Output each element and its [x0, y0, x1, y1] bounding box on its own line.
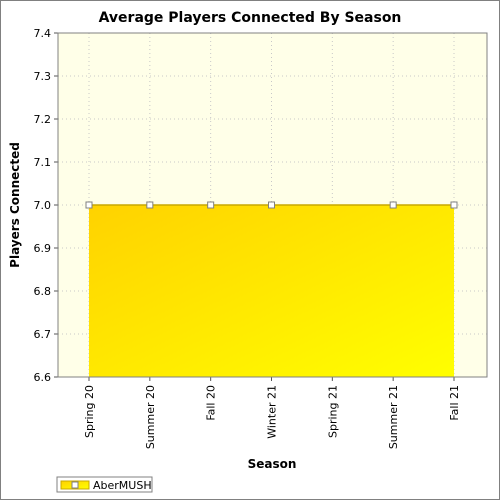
data-point [389, 201, 397, 209]
x-tick-label: Summer 20 [144, 385, 157, 449]
y-tick-label: 7.1 [34, 156, 52, 169]
data-point [146, 201, 154, 209]
y-tick-label: 7.2 [34, 113, 52, 126]
x-tick-label: Spring 21 [326, 385, 339, 438]
data-point [85, 201, 93, 209]
y-tick-label: 7.0 [34, 199, 52, 212]
x-tick-label: Spring 20 [83, 385, 96, 438]
legend-label-abermush: AberMUSH [93, 479, 152, 492]
chart-title: Average Players Connected By Season [99, 10, 402, 26]
y-tick-label: 6.9 [34, 242, 52, 255]
y-tick-labels: 6.6 6.7 6.8 6.9 7.0 7.1 7.2 7.3 7.4 [34, 27, 52, 384]
x-tick-label: Summer 21 [387, 385, 400, 449]
x-tick-label: Fall 21 [448, 385, 461, 421]
x-tick-label: Winter 21 [266, 385, 279, 439]
y-axis-label: Players Connected [8, 142, 22, 268]
y-tick-label: 6.6 [34, 371, 52, 384]
y-tick-label: 6.7 [34, 328, 52, 341]
data-point [207, 201, 215, 209]
y-tick-label: 7.4 [34, 27, 52, 40]
data-points [85, 201, 458, 209]
plot-border [57, 32, 488, 378]
area-fill-0 [89, 205, 454, 377]
data-point [450, 201, 458, 209]
x-axis-label: Season [248, 457, 297, 471]
axes [54, 32, 488, 381]
y-tick-label: 7.3 [34, 70, 52, 83]
data-point [268, 201, 275, 209]
area-layer [89, 204, 454, 377]
legend: AberMUSH [56, 476, 153, 493]
x-tick-label: Fall 20 [205, 385, 218, 421]
legend-marker [71, 481, 79, 489]
y-tick-label: 6.8 [34, 285, 52, 298]
x-tick-labels: Spring 20 Summer 20 Fall 20 Winter 21 Spring… [83, 385, 461, 449]
